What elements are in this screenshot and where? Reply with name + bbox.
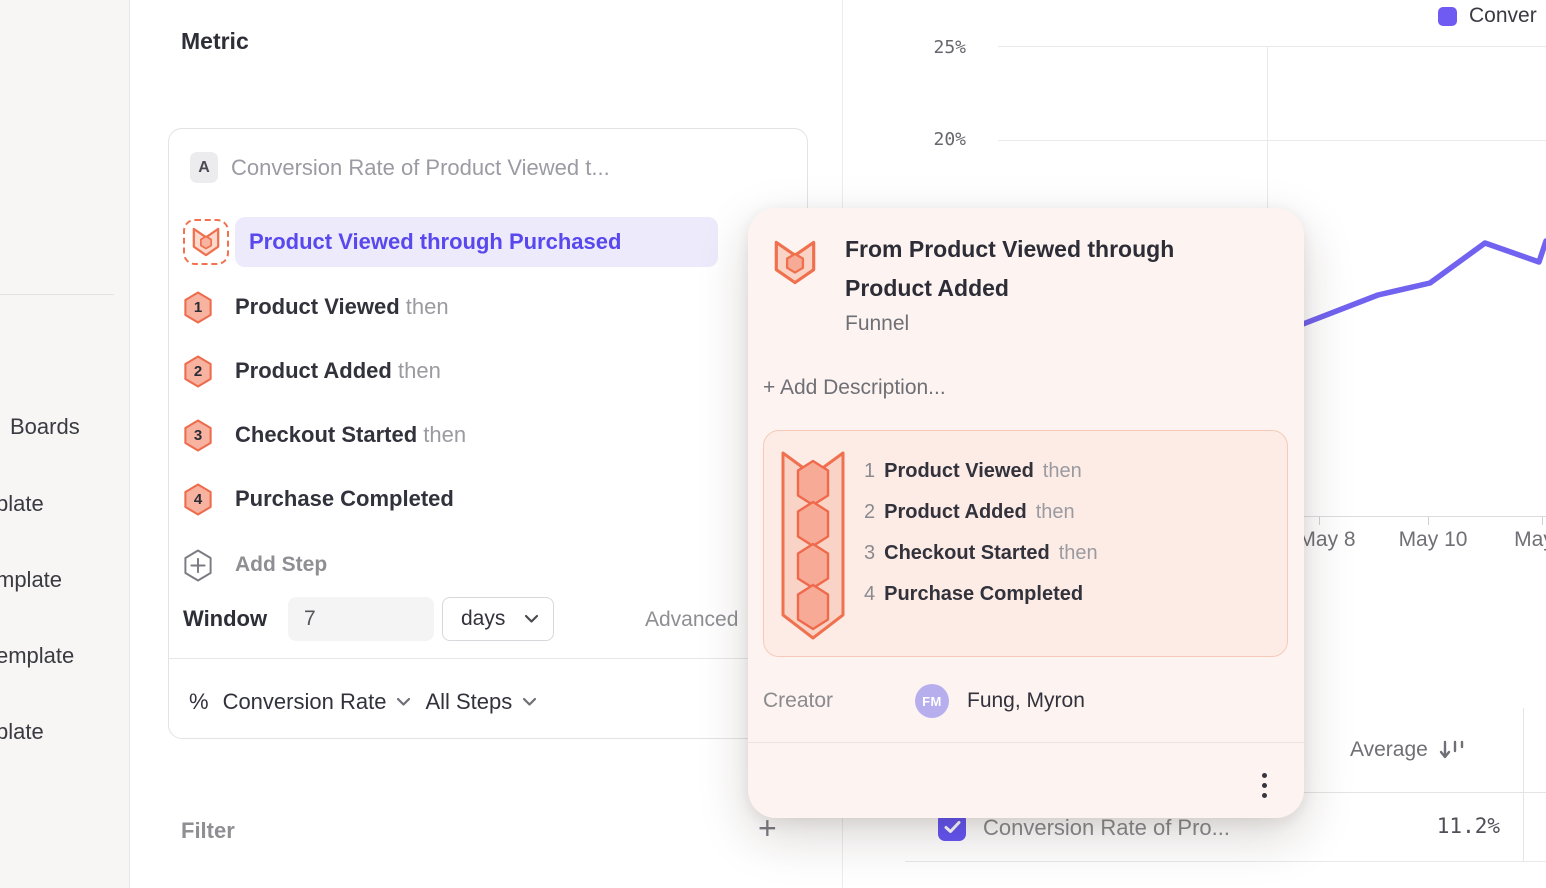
metric-section-heading: Metric [181, 28, 249, 54]
filter-section-heading: Filter [181, 818, 235, 843]
percent-icon: % [189, 689, 209, 714]
more-options-kebab-icon[interactable] [1252, 768, 1276, 802]
popover-step-1: 1 Product Viewed then [864, 460, 1082, 482]
legend-label: Conver [1469, 4, 1537, 27]
window-value-input[interactable] [288, 597, 434, 641]
popover-step-list: 1 Product Viewed then 2 Product Added th… [864, 451, 1098, 615]
selected-funnel-event[interactable]: Product Viewed through Purchased [235, 217, 718, 267]
funnel-step-2[interactable]: 2 Product Added then [183, 351, 743, 391]
x-tick-may10 [1428, 517, 1429, 525]
step-3-hexagon-icon: 3 [183, 418, 213, 452]
check-icon [944, 821, 960, 833]
sidebar-item-template-3[interactable]: emplate [0, 643, 75, 668]
y-axis-tick-20: 20% [933, 129, 966, 150]
popover-title: From Product Viewed through Product Adde… [845, 236, 1175, 301]
table-row-underline [905, 861, 1546, 862]
step-name: Purchase Completed [235, 486, 454, 511]
step-name: Product Viewed [235, 294, 400, 319]
step-then: then [423, 422, 467, 447]
x-axis-label-may12: May [1514, 528, 1546, 551]
chevron-down-icon [523, 697, 537, 706]
sidebar-item-template-2[interactable]: mplate [0, 567, 63, 592]
add-filter-button[interactable]: + [758, 810, 777, 846]
step-1-hexagon-icon: 1 [183, 290, 213, 324]
add-step-button[interactable]: Add Step [183, 545, 743, 585]
window-unit-select[interactable]: days [442, 597, 554, 641]
metric-badge-a: A [190, 152, 218, 183]
x-axis-label-may10: May 10 [1398, 528, 1468, 551]
creator-name: Fung, Myron [967, 689, 1085, 712]
table-column-divider [1523, 708, 1524, 862]
chart-legend[interactable]: Conver [1438, 4, 1537, 28]
steps-scope-dropdown[interactable]: All Steps [425, 689, 537, 715]
popover-step-2: 2 Product Added then [864, 501, 1075, 523]
chevron-down-icon [524, 614, 539, 623]
funnel-icon [183, 219, 229, 265]
y-axis-tick-25: 25% [933, 37, 966, 58]
table-row-label[interactable]: Conversion Rate of Pro... [983, 815, 1231, 840]
add-description-button[interactable]: + Add Description... [763, 376, 946, 399]
step-then: then [405, 294, 449, 319]
funnel-details-popover: From Product Viewed through Product Adde… [748, 208, 1304, 818]
gridline-20pct [998, 140, 1546, 141]
funnel-step-3[interactable]: 3 Checkout Started then [183, 415, 743, 455]
popover-subtitle: Funnel [845, 312, 910, 335]
measure-row: % Conversion Rate All Steps [189, 688, 537, 716]
popover-step-3: 3 Checkout Started then [864, 542, 1098, 564]
sort-descending-icon [1439, 740, 1464, 759]
table-row-average-value: 11.2% [1436, 814, 1500, 838]
sidebar-item-template-4[interactable]: plate [0, 719, 44, 744]
table-header-average[interactable]: Average [1350, 737, 1468, 763]
step-then: then [397, 358, 441, 383]
window-unit-value: days [461, 607, 506, 630]
popover-steps-box: 1 Product Viewed then 2 Product Added th… [763, 430, 1288, 657]
step-name: Checkout Started [235, 422, 418, 447]
sidebar-divider [0, 294, 114, 295]
measure-dropdown[interactable]: Conversion Rate [223, 689, 412, 715]
x-tick-may8 [1319, 517, 1320, 525]
step-name: Product Added [235, 358, 392, 383]
metric-title[interactable]: Conversion Rate of Product Viewed t... [231, 155, 610, 180]
window-label: Window [183, 606, 268, 631]
add-step-label: Add Step [235, 553, 328, 576]
funnel-icon [772, 238, 818, 292]
x-axis-label-may8: May 8 [1298, 528, 1356, 551]
conversion-line [1262, 238, 1546, 342]
funnel-banner-icon [779, 448, 847, 647]
funnel-step-4[interactable]: 4 Purchase Completed [183, 479, 743, 519]
sidebar-item-boards[interactable]: Boards [10, 414, 80, 439]
funnel-step-1[interactable]: 1 Product Viewed then [183, 287, 743, 327]
add-step-hexagon-plus-icon [183, 549, 213, 582]
popover-footer-divider [748, 742, 1304, 743]
legend-swatch [1438, 6, 1457, 26]
advanced-link[interactable]: Advanced [645, 608, 739, 631]
chevron-down-icon [397, 697, 411, 706]
x-tick-may12 [1542, 517, 1543, 525]
creator-avatar: FM [915, 684, 949, 718]
gridline-25pct [998, 46, 1546, 47]
popover-step-4: 4 Purchase Completed [864, 583, 1084, 605]
step-2-hexagon-icon: 2 [183, 354, 213, 388]
sidebar: Boards plate mplate emplate plate [0, 0, 130, 888]
card-divider [168, 658, 808, 659]
step-4-hexagon-icon: 4 [183, 482, 213, 516]
sidebar-item-template-1[interactable]: plate [0, 491, 44, 516]
creator-label: Creator [763, 689, 834, 712]
